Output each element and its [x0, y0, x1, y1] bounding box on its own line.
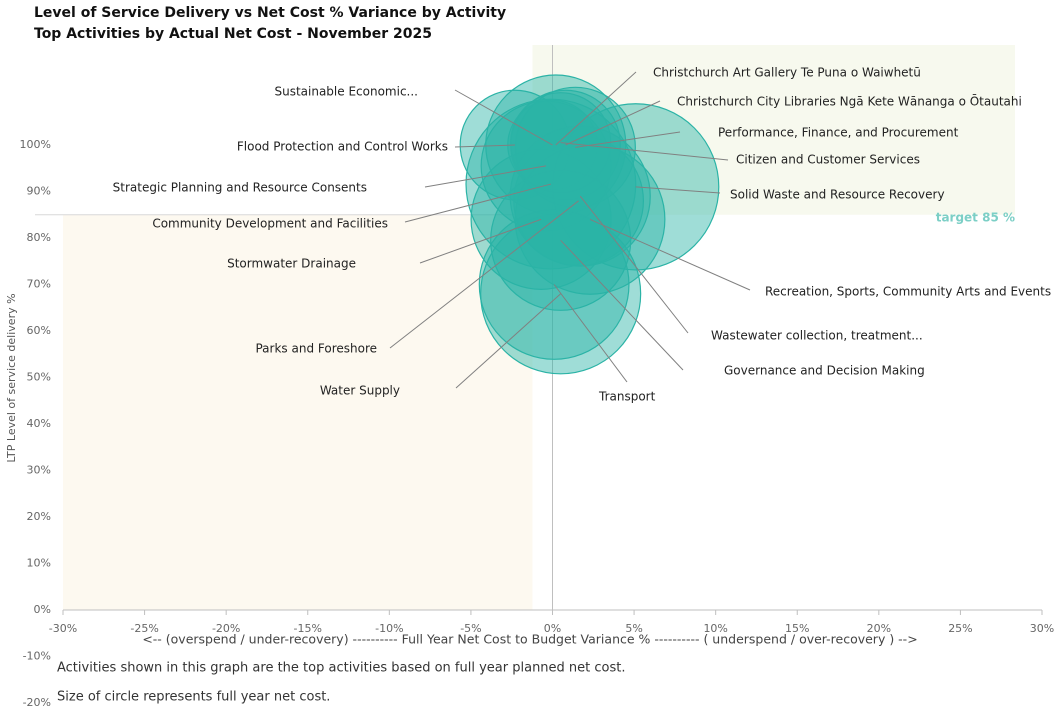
bubble-label: Citizen and Customer Services [736, 153, 920, 167]
y-tick-label: 40% [27, 417, 51, 430]
bubble-label: Christchurch Art Gallery Te Puna o Waiwh… [653, 66, 921, 80]
bubble-label: Parks and Foreshore [255, 342, 377, 356]
y-tick-label: 90% [27, 185, 51, 198]
y-tick-label: -10% [23, 650, 51, 663]
leader-line [575, 131, 681, 148]
x-tick-label: -20% [212, 622, 240, 635]
bubble-label: Stormwater Drainage [227, 257, 356, 271]
leader-line [555, 71, 637, 146]
y-tick-label: 80% [27, 231, 51, 244]
y-axis-title: LTP Level of service delivery % [5, 293, 18, 462]
bubble-label: Strategic Planning and Resource Consents [113, 181, 367, 195]
bubble-label: Christchurch City Libraries Ngā Kete Wān… [677, 95, 1022, 109]
y-tick-label: 30% [27, 464, 51, 477]
y-tick-label: 0% [34, 603, 51, 616]
bubble-label: Recreation, Sports, Community Arts and E… [765, 285, 1051, 299]
leader-line [454, 144, 515, 148]
leader-line [454, 89, 553, 146]
leader-line [389, 200, 579, 349]
leader-line [419, 218, 542, 264]
bubble-label: Performance, Finance, and Procurement [718, 126, 959, 140]
leader-line [635, 186, 721, 194]
note: Activities shown in this graph are the t… [57, 661, 626, 676]
labels: Sustainable Economic... Flood Protection … [113, 66, 1051, 404]
x-tick-label: 25% [948, 622, 972, 635]
bubble-label: Transport [598, 390, 656, 404]
leader-line [553, 284, 628, 383]
target-label: target 85 % [936, 210, 1015, 224]
leader-line [404, 183, 551, 223]
x-tick-label: -5% [460, 622, 481, 635]
target-met-region [532, 45, 1015, 215]
y-tick-label: 50% [27, 371, 51, 384]
x-tick-label: 20% [867, 622, 891, 635]
x-tick-label: 30% [1030, 622, 1054, 635]
x-tick-label: -15% [294, 622, 322, 635]
bubble-label: Sustainable Economic... [274, 85, 418, 99]
x-tick-label: 5% [625, 622, 642, 635]
x-tick-label: 10% [703, 622, 727, 635]
bubble-label: Flood Protection and Control Works [237, 140, 448, 154]
leader-line [589, 218, 751, 291]
y-tick-label: 10% [27, 557, 51, 570]
bubble-label: Wastewater collection, treatment... [711, 329, 923, 343]
background: target 85 % -30% -25% -20% -15% -10% -5% 0% 5% 10… [20, 45, 1054, 709]
bubble-label: Community Development and Facilities [152, 217, 388, 231]
bubbles [459, 74, 720, 375]
leader-line [455, 293, 561, 389]
note: Size of circle represents full year net … [57, 690, 330, 705]
x-tick-label: -10% [375, 622, 403, 635]
y-tick-label: -20% [23, 696, 51, 709]
leader-line [560, 239, 684, 371]
y-tick-label: 60% [27, 324, 51, 337]
x-tick-label: -25% [130, 622, 158, 635]
y-tick-label: 70% [27, 278, 51, 291]
leader-line [579, 195, 689, 334]
bubble-label: Governance and Decision Making [724, 364, 925, 378]
bubble-label: Water Supply [320, 384, 400, 398]
x-tick-label: -30% [49, 622, 77, 635]
y-tick-label: 20% [27, 510, 51, 523]
x-tick-label: 15% [785, 622, 809, 635]
chart-title: Level of Service Delivery vs Net Cost % … [34, 5, 506, 21]
x-axis-title: <-- (overspend / under-recovery) -------… [142, 632, 917, 647]
x-tick-label: 0% [544, 622, 561, 635]
leader-line [565, 100, 661, 146]
chart-subtitle: Top Activities by Actual Net Cost - Nove… [34, 26, 432, 42]
leader-line [560, 142, 729, 161]
bubble-label: Solid Waste and Resource Recovery [730, 188, 945, 202]
y-tick-label: 100% [20, 138, 51, 151]
overspend-region [63, 214, 533, 610]
leader-line [424, 165, 547, 188]
